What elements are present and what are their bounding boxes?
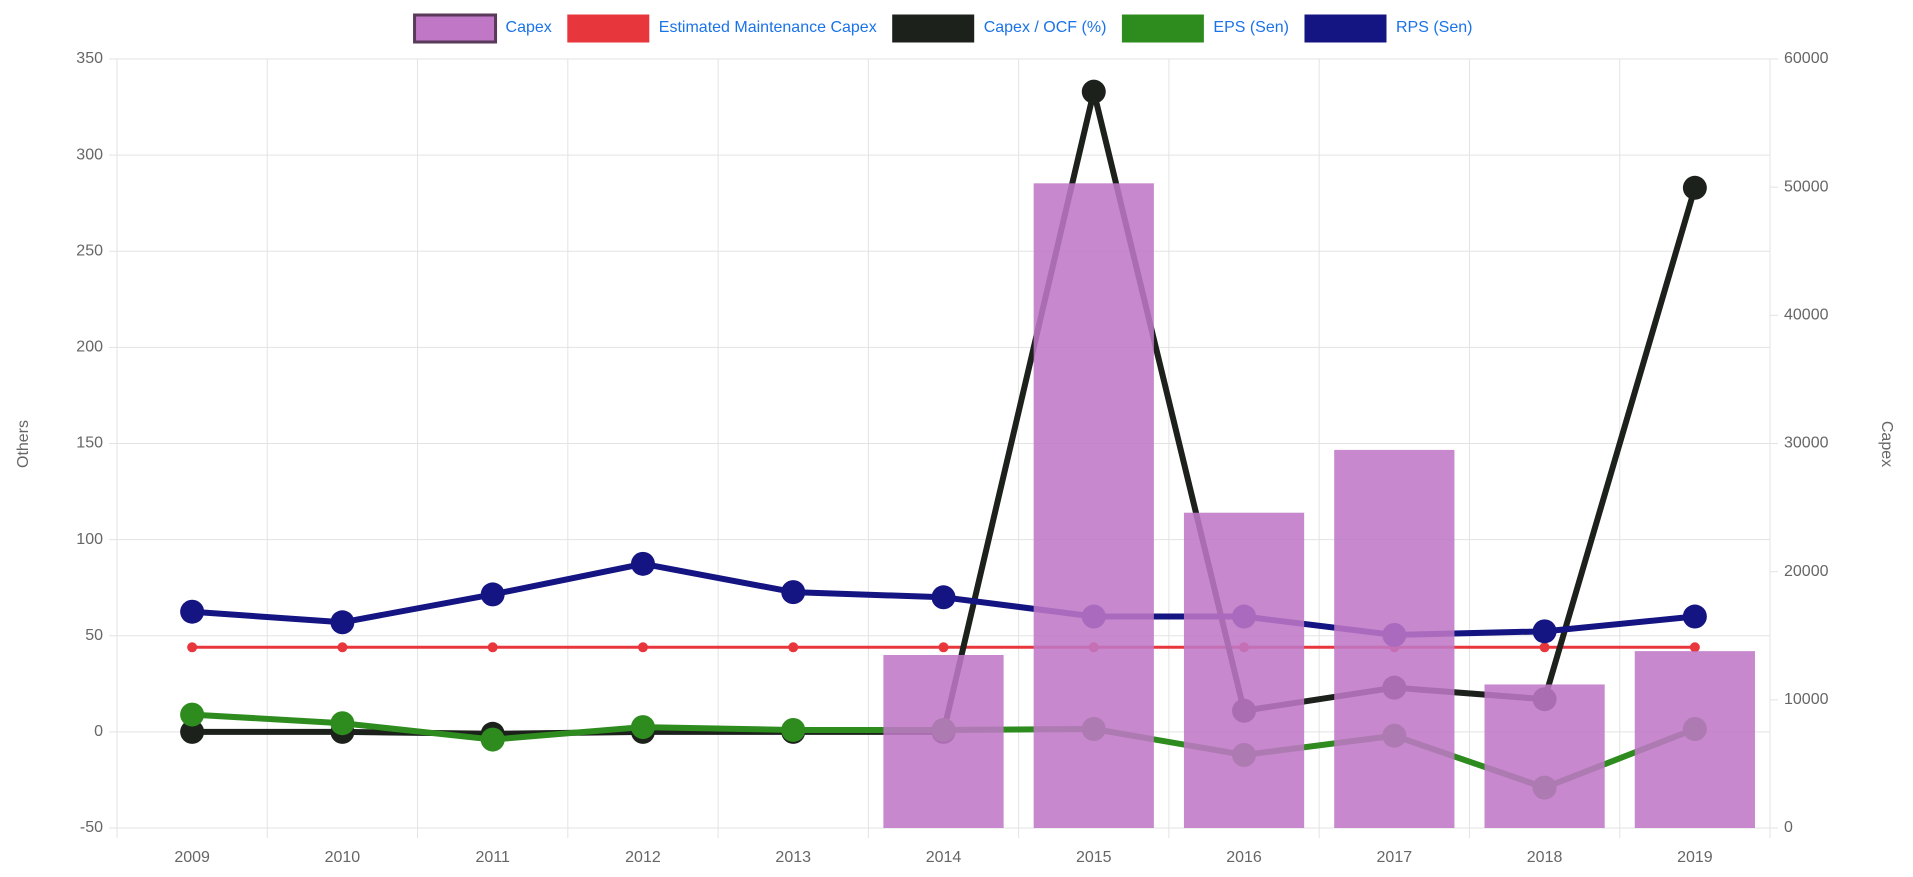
point [938, 642, 949, 653]
point [1682, 604, 1707, 629]
point [931, 585, 956, 610]
y2-tick-label: 0 [1784, 819, 1793, 836]
x-tick-label: 2009 [174, 849, 210, 866]
y-tick-label: -50 [80, 819, 103, 836]
point [487, 642, 498, 653]
point [180, 702, 205, 727]
point [330, 711, 355, 736]
point [330, 610, 355, 635]
point [480, 582, 505, 607]
point [1081, 79, 1106, 104]
x-tick-label: 2018 [1527, 849, 1563, 866]
y-axis-title: Others [15, 420, 32, 468]
y-tick-label: 250 [76, 242, 103, 259]
y-tick-label: 0 [94, 723, 103, 740]
point [1689, 642, 1700, 653]
point [480, 727, 505, 752]
x-tick-label: 2013 [775, 849, 811, 866]
legend-label: Capex [506, 19, 552, 36]
point [1539, 642, 1550, 653]
point [788, 642, 799, 653]
legend-swatch [1121, 14, 1204, 43]
legend-label: EPS (Sen) [1213, 19, 1289, 36]
y-tick-label: 300 [76, 146, 103, 163]
point [637, 642, 648, 653]
x-tick-label: 2017 [1377, 849, 1413, 866]
y-tick-label: 100 [76, 531, 103, 548]
point [630, 551, 655, 576]
point [337, 642, 348, 653]
bar [1484, 684, 1605, 828]
point [630, 715, 655, 740]
bar [883, 654, 1004, 828]
y2-axis-title: Capex [1878, 421, 1895, 467]
legend-swatch [567, 14, 650, 43]
y2-tick-label: 40000 [1784, 307, 1829, 324]
point [1682, 175, 1707, 200]
point [781, 717, 806, 742]
y2-tick-label: 60000 [1784, 50, 1829, 67]
point [180, 719, 205, 744]
x-tick-label: 2011 [475, 849, 510, 866]
bar [1033, 183, 1154, 829]
x-tick-label: 2010 [325, 849, 361, 866]
legend-swatch [1304, 14, 1387, 43]
point [180, 599, 205, 624]
legend-label: Capex / OCF (%) [984, 19, 1107, 36]
x-tick-label: 2014 [926, 849, 962, 866]
point [1532, 619, 1557, 644]
x-tick-label: 2012 [625, 849, 661, 866]
bar [1634, 651, 1755, 828]
point [187, 642, 198, 653]
x-tick-label: 2016 [1226, 849, 1262, 866]
y2-tick-label: 10000 [1784, 691, 1829, 708]
legend-swatch [413, 13, 498, 44]
y2-tick-label: 30000 [1784, 435, 1829, 452]
x-tick-label: 2019 [1677, 849, 1713, 866]
legend-label: RPS (Sen) [1396, 19, 1472, 36]
legend: Capex Estimated Maintenance Capex Capex / … [413, 13, 1472, 44]
x-tick-label: 2015 [1076, 849, 1112, 866]
y-tick-label: 350 [76, 50, 103, 67]
y2-tick-label: 50000 [1784, 178, 1829, 195]
legend-swatch [892, 14, 975, 43]
bar [1183, 512, 1305, 828]
bar [1334, 449, 1455, 828]
y2-tick-label: 20000 [1784, 563, 1829, 580]
y-tick-label: 50 [85, 627, 103, 644]
y-tick-label: 150 [76, 435, 103, 452]
y-tick-label: 200 [76, 339, 103, 356]
point [781, 580, 806, 605]
legend-label: Estimated Maintenance Capex [659, 19, 877, 36]
